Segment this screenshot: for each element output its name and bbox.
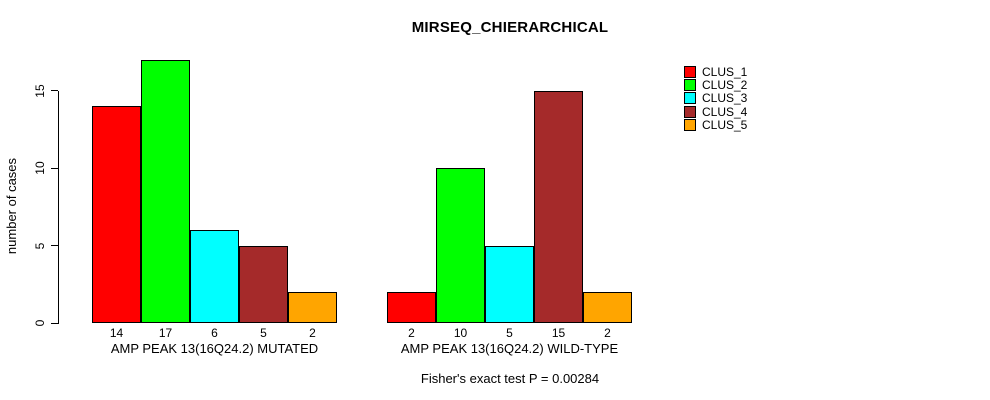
bar-clus_1-group1 bbox=[92, 106, 141, 323]
legend: CLUS_1 CLUS_2 CLUS_3 CLUS_4 CLUS_5 bbox=[684, 65, 747, 132]
y-tick-label: 0 bbox=[33, 319, 47, 327]
legend-swatch-icon bbox=[684, 119, 696, 132]
bar-value-label: 14 bbox=[109, 326, 124, 340]
chart-title: MIRSEQ_CHIERARCHICAL bbox=[411, 19, 609, 36]
bar-value-label: 2 bbox=[408, 326, 415, 340]
bar-clus_3-group2 bbox=[485, 245, 534, 323]
y-tick-mark bbox=[51, 167, 58, 169]
y-tick-label: 10 bbox=[33, 161, 47, 176]
bar-clus_1-group2 bbox=[387, 292, 436, 323]
y-tick-mark bbox=[51, 90, 58, 92]
annotation-text: Fisher's exact test P = 0.00284 bbox=[420, 371, 600, 386]
legend-item-label: CLUS_4 bbox=[702, 104, 748, 119]
bar-clus_5-group2 bbox=[583, 292, 632, 323]
bar-value-label: 2 bbox=[309, 326, 316, 340]
bar-clus_2-group1 bbox=[141, 60, 190, 323]
bar-clus_5-group1 bbox=[288, 292, 337, 323]
legend-item-label: CLUS_3 bbox=[702, 91, 748, 106]
bar-clus_4-group2 bbox=[534, 90, 583, 323]
legend-item-label: CLUS_2 bbox=[702, 78, 748, 93]
legend-swatch-icon bbox=[684, 92, 696, 105]
bar-value-label: 17 bbox=[158, 326, 173, 340]
category-label: AMP PEAK 13(16Q24.2) MUTATED bbox=[110, 341, 319, 356]
bar-value-label: 2 bbox=[604, 326, 611, 340]
bar-value-label: 5 bbox=[506, 326, 513, 340]
y-tick-mark bbox=[51, 322, 58, 324]
y-axis-label: number of cases bbox=[4, 157, 19, 255]
legend-item-clus_3: CLUS_3 bbox=[684, 92, 747, 105]
y-tick-label: 5 bbox=[33, 242, 47, 249]
bar-value-label: 15 bbox=[551, 326, 566, 340]
legend-item-clus_5: CLUS_5 bbox=[684, 119, 747, 132]
category-label: AMP PEAK 13(16Q24.2) WILD-TYPE bbox=[400, 341, 619, 356]
legend-swatch-icon bbox=[684, 79, 696, 92]
legend-item-label: CLUS_1 bbox=[702, 64, 748, 79]
legend-item-clus_1: CLUS_1 bbox=[684, 65, 747, 78]
bar-clus_2-group2 bbox=[436, 168, 485, 323]
y-axis-line bbox=[58, 90, 59, 324]
y-tick-mark bbox=[51, 245, 58, 247]
y-tick-label: 15 bbox=[33, 84, 47, 98]
bar-value-label: 10 bbox=[453, 326, 468, 340]
bar-clus_3-group1 bbox=[190, 230, 239, 323]
bar-value-label: 5 bbox=[260, 326, 267, 340]
legend-swatch-icon bbox=[684, 65, 696, 78]
legend-swatch-icon bbox=[684, 105, 696, 118]
bar-clus_4-group1 bbox=[239, 245, 288, 323]
legend-item-clus_2: CLUS_2 bbox=[684, 78, 748, 93]
legend-item-label: CLUS_5 bbox=[702, 118, 748, 133]
legend-item-clus_4: CLUS_4 bbox=[684, 105, 747, 118]
bar-value-label: 6 bbox=[211, 326, 218, 340]
